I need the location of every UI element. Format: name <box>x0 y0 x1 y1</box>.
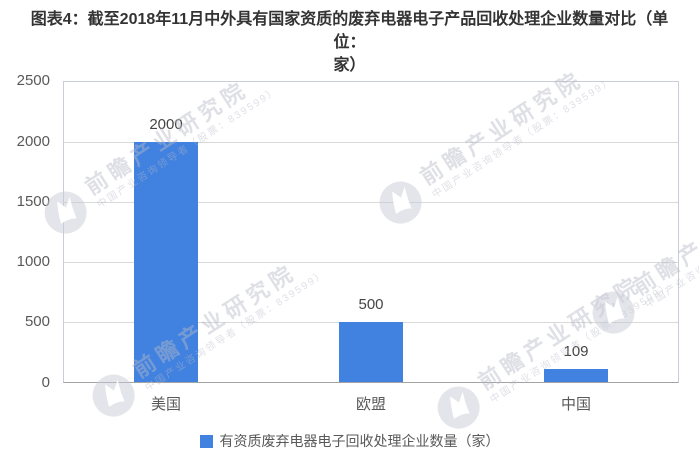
y-tick-label: 0 <box>41 374 50 391</box>
legend-swatch <box>199 434 213 448</box>
x-category-label: 中国 <box>560 396 591 413</box>
x-category-label: 美国 <box>150 396 181 413</box>
qianzhan-swoosh-icon <box>437 386 480 429</box>
legend-label: 有资质废弃电器电子回收处理企业数量（家） <box>219 433 500 449</box>
bar <box>544 369 608 382</box>
bar-value-label: 500 <box>358 296 384 313</box>
x-category-label: 欧盟 <box>355 396 386 413</box>
y-tick-label: 2000 <box>16 133 50 150</box>
bar-value-label: 2000 <box>149 116 183 133</box>
y-tick-label: 500 <box>24 313 50 330</box>
gridline <box>64 262 678 263</box>
chart-title-line2: 家） <box>333 57 366 74</box>
y-tick-label: 1000 <box>16 253 50 270</box>
bar <box>339 322 403 382</box>
chart-title: 图表4：截至2018年11月中外具有国家资质的废弃电器电子产品回收处理企业数量对… <box>20 8 679 77</box>
bar-value-label: 109 <box>563 343 589 360</box>
gridline <box>64 202 678 203</box>
gridline <box>64 142 678 143</box>
y-tick-label: 1500 <box>16 193 50 210</box>
bar <box>134 142 198 382</box>
chart-title-line1: 图表4：截至2018年11月中外具有国家资质的废弃电器电子产品回收处理企业数量对… <box>30 11 669 51</box>
y-tick-label: 2500 <box>16 72 50 89</box>
legend: 有资质废弃电器电子回收处理企业数量（家） <box>0 433 699 449</box>
plot-area <box>63 81 679 383</box>
